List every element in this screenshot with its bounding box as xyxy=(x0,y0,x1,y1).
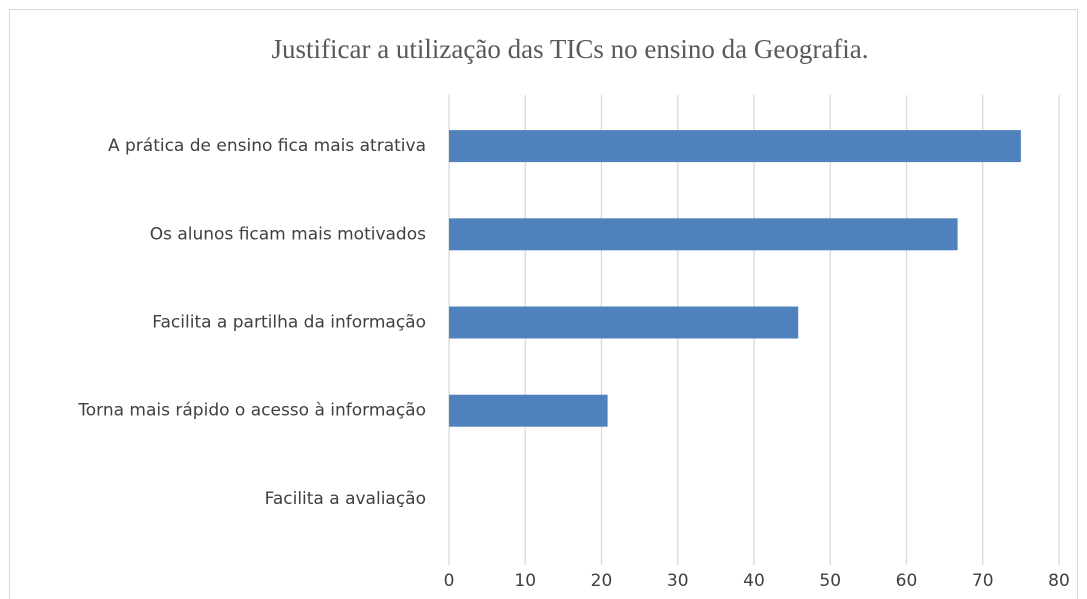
bar xyxy=(449,394,608,427)
x-tick-label: 60 xyxy=(896,571,918,591)
y-tick-label: Os alunos ficam mais motivados xyxy=(150,224,426,244)
x-tick-label: 70 xyxy=(972,571,994,591)
x-tick-label: 20 xyxy=(591,571,613,591)
y-tick-label: Torna mais rápido o acesso à informação xyxy=(77,401,426,421)
x-tick-label: 80 xyxy=(1048,571,1070,591)
y-tick-label: Facilita a partilha da informação xyxy=(152,313,426,333)
x-tick-label: 40 xyxy=(743,571,765,591)
bar xyxy=(449,130,1021,163)
bar xyxy=(449,306,799,339)
x-tick-label: 30 xyxy=(667,571,689,591)
chart-title: Justificar a utilização das TICs no ensi… xyxy=(271,34,868,64)
y-tick-label: A prática de ensino fica mais atrativa xyxy=(108,136,426,156)
y-tick-label: Facilita a avaliação xyxy=(265,489,426,509)
x-tick-label: 0 xyxy=(444,571,455,591)
chart-border xyxy=(9,9,1078,599)
x-tick-label: 10 xyxy=(514,571,536,591)
x-tick-label: 50 xyxy=(819,571,841,591)
bar xyxy=(449,218,958,251)
